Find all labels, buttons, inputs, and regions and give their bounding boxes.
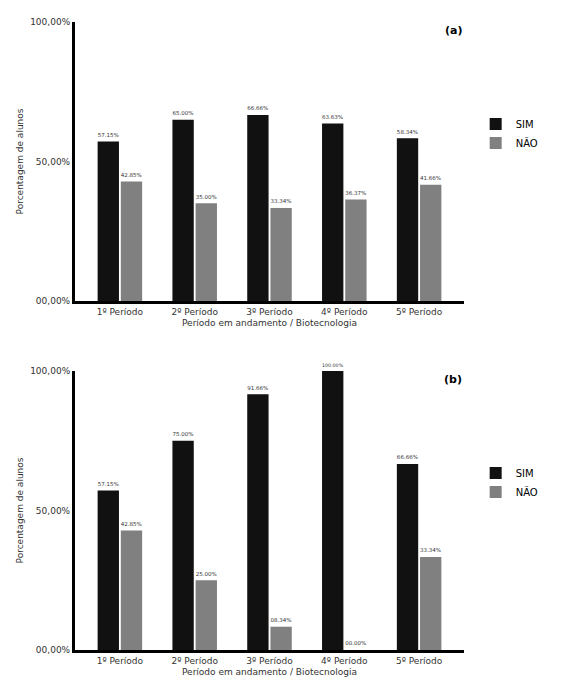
svg-text:Porcentagem de alunos: Porcentagem de alunos: [15, 457, 25, 563]
svg-text:63.63%: 63.63%: [322, 114, 343, 120]
svg-text:(b): (b): [444, 373, 462, 386]
svg-text:100,00%: 100,00%: [30, 366, 70, 376]
svg-text:25.00%: 25.00%: [196, 571, 217, 577]
svg-text:Período em andamento / Biotecn: Período em andamento / Biotecnologia: [182, 318, 357, 328]
svg-text:35.00%: 35.00%: [196, 194, 217, 200]
svg-text:Período em andamento / Biotecn: Período em andamento / Biotecnologia: [182, 667, 357, 677]
svg-text:08.34%: 08.34%: [270, 617, 291, 623]
svg-text:1º Período: 1º Período: [97, 307, 144, 317]
svg-text:5º Período: 5º Período: [396, 656, 443, 666]
svg-text:SIM: SIM: [516, 119, 534, 130]
svg-text:00.00%: 00.00%: [345, 640, 366, 646]
svg-text:4º Período: 4º Período: [321, 656, 368, 666]
svg-text:66.66%: 66.66%: [247, 105, 268, 111]
svg-text:NÃO: NÃO: [516, 486, 538, 498]
svg-text:33.34%: 33.34%: [420, 547, 441, 553]
svg-text:00,00%: 00,00%: [36, 296, 71, 306]
svg-text:3º Período: 3º Período: [246, 307, 293, 317]
svg-text:00,00%: 00,00%: [36, 645, 71, 655]
svg-text:33.34%: 33.34%: [270, 198, 291, 204]
svg-text:4º Período: 4º Período: [321, 307, 368, 317]
svg-text:57.15%: 57.15%: [98, 481, 119, 487]
svg-text:50,00%: 50,00%: [36, 157, 71, 167]
svg-text:2º Período: 2º Período: [171, 656, 218, 666]
svg-text:50,00%: 50,00%: [36, 506, 71, 516]
svg-text:91.66%: 91.66%: [247, 385, 268, 391]
svg-text:41.66%: 41.66%: [420, 175, 441, 181]
svg-text:65.00%: 65.00%: [172, 110, 193, 116]
svg-text:3º Período: 3º Período: [246, 656, 293, 666]
svg-text:NÃO: NÃO: [516, 137, 538, 149]
svg-text:58.34%: 58.34%: [397, 129, 418, 135]
svg-text:57.15%: 57.15%: [98, 132, 119, 138]
svg-text:SIM: SIM: [516, 468, 534, 479]
svg-text:(a): (a): [445, 24, 462, 37]
svg-text:100.00%: 100.00%: [322, 363, 344, 368]
svg-text:42.85%: 42.85%: [121, 172, 142, 178]
svg-text:42.85%: 42.85%: [121, 521, 142, 527]
svg-text:2º Período: 2º Período: [171, 307, 218, 317]
svg-text:36.37%: 36.37%: [345, 190, 366, 196]
svg-text:5º Período: 5º Período: [396, 307, 443, 317]
svg-text:66.66%: 66.66%: [397, 454, 418, 460]
svg-text:1º Período: 1º Período: [97, 656, 144, 666]
svg-text:75.00%: 75.00%: [172, 431, 193, 437]
svg-text:100,00%: 100,00%: [30, 17, 70, 27]
svg-text:Porcentagem de alunos: Porcentagem de alunos: [15, 108, 25, 214]
